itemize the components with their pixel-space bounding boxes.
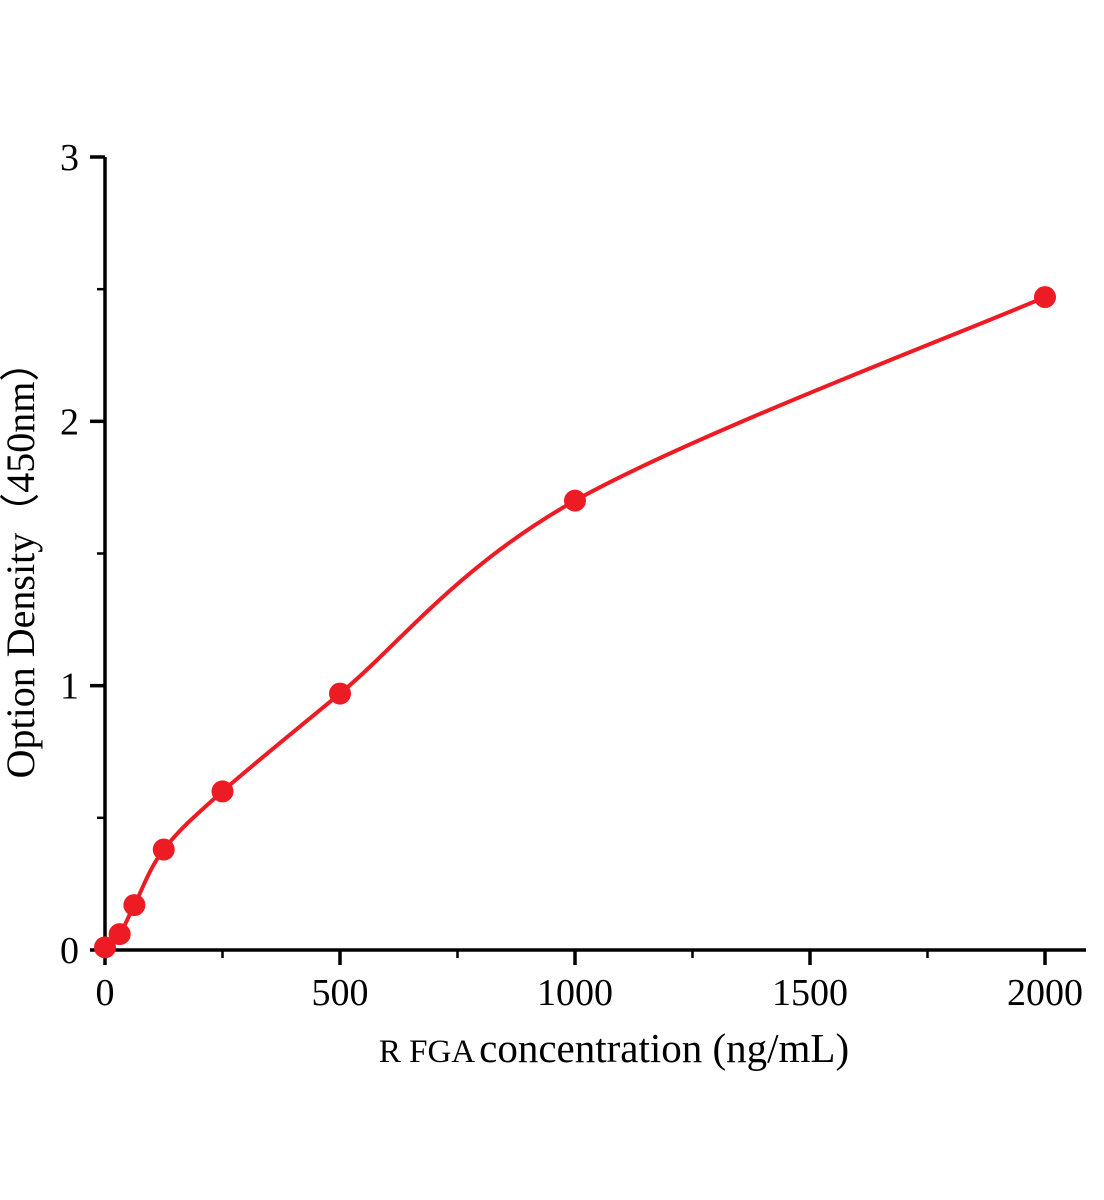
- y-tick-label: 0: [60, 930, 79, 972]
- x-tick-label: 1500: [772, 972, 848, 1014]
- data-point-marker: [211, 780, 234, 803]
- data-point-marker: [123, 894, 146, 917]
- data-point-marker: [329, 682, 351, 705]
- x-axis-label-main: concentration (ng/mL): [479, 1025, 849, 1071]
- data-point-marker: [108, 923, 131, 946]
- y-tick-label: 2: [60, 401, 79, 443]
- x-axis-label-prefix: R FGA: [379, 1034, 475, 1070]
- x-axis-ticks: [103, 950, 1047, 965]
- x-axis-label: R FGA concentration (ng/mL): [379, 1025, 849, 1071]
- y-axis-label: Option Density（450nm）: [0, 342, 43, 779]
- x-tick-label: 0: [96, 972, 115, 1014]
- x-tick-label: 2000: [1007, 972, 1083, 1014]
- x-tick-label: 1000: [537, 972, 613, 1014]
- curve-path: [103, 295, 1046, 949]
- fitted-curve-line: [103, 295, 1046, 949]
- data-points: [94, 286, 1056, 959]
- data-point-marker: [564, 489, 586, 512]
- y-axis-ticks: [90, 155, 105, 952]
- x-axis-tick-labels: 0 500 1000 1500 2000: [96, 972, 1084, 1014]
- y-tick-label: 1: [60, 666, 79, 708]
- data-point-marker: [1034, 286, 1056, 309]
- y-axis-tick-labels: 0 1 2 3: [60, 137, 79, 972]
- data-point-marker: [94, 936, 116, 959]
- x-tick-label: 500: [312, 972, 369, 1014]
- y-tick-label: 3: [60, 137, 79, 179]
- data-point-marker: [152, 838, 175, 861]
- axes: [103, 157, 1086, 952]
